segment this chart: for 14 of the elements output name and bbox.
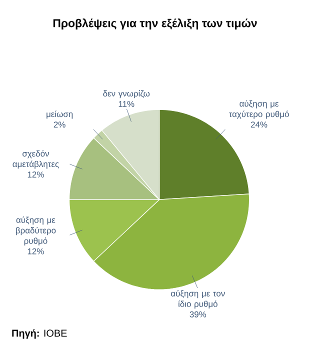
data-label: 2%	[54, 122, 66, 128]
data-label: 39%	[190, 311, 206, 318]
data-label: 24%	[250, 122, 268, 128]
slice-label: αύξηση με βραδύτερο ρυθμό	[16, 216, 56, 246]
data-label: 12%	[28, 248, 44, 254]
data-label: 12%	[28, 172, 44, 178]
slice-label: σχεδόν αμετάβλητες	[12, 150, 59, 169]
data-label: 11%	[118, 101, 134, 107]
slice-label: αύξηση με ταχύτερο ρυθμό	[228, 100, 289, 119]
slice-label: αύξηση με τον ίδιο ρυθμό	[171, 290, 225, 309]
slice-label: δεν γνωρίζω	[103, 90, 150, 98]
slice-label: μείωση	[46, 110, 73, 119]
chart-title: Προβλέψεις για την εξέλιξη των τιμών	[53, 18, 257, 30]
text: Πηγή: IOBE	[12, 329, 67, 339]
